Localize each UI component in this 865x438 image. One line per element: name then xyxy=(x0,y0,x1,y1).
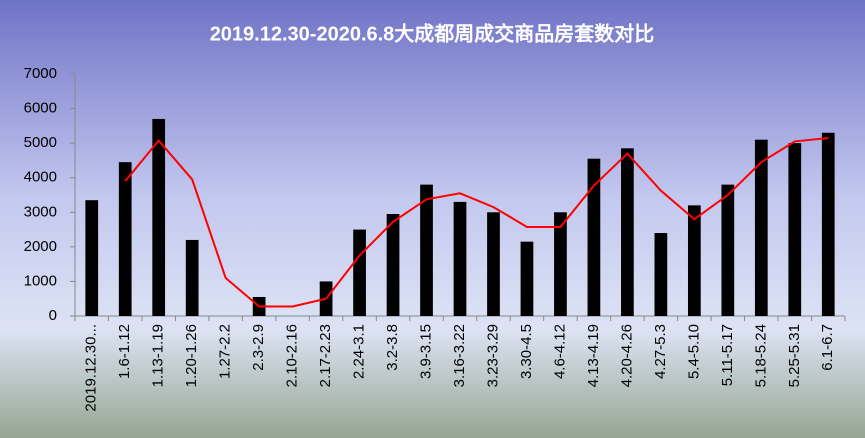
x-tick-label: 1.6-1.12 xyxy=(116,324,133,379)
bar xyxy=(821,132,835,316)
bar xyxy=(654,233,668,316)
x-tick-label: 4.13-4.19 xyxy=(585,324,602,387)
y-tick-label: 3000 xyxy=(24,203,57,220)
bar xyxy=(587,158,601,316)
bar xyxy=(85,200,99,316)
bar xyxy=(453,201,467,316)
y-tick-label: 5000 xyxy=(24,134,57,151)
bar xyxy=(185,239,199,316)
bar xyxy=(788,143,802,316)
bar xyxy=(754,139,768,316)
x-tick-label: 3.9-3.15 xyxy=(417,324,434,379)
y-tick-label: 1000 xyxy=(24,272,57,289)
x-tick-label: 2.10-2.16 xyxy=(284,324,301,387)
x-tick-label: 1.13-1.19 xyxy=(150,324,167,387)
bar xyxy=(687,205,701,316)
x-tick-label: 3.30-4.5 xyxy=(518,324,535,379)
x-tick-label: 3.23-3.29 xyxy=(484,324,501,387)
x-tick-label: 2019.12.30... xyxy=(83,324,100,412)
y-tick-label: 2000 xyxy=(24,238,57,255)
bar xyxy=(152,118,166,316)
bar xyxy=(721,184,735,316)
bar xyxy=(487,212,500,316)
y-tick-label: 7000 xyxy=(24,65,57,82)
x-tick-label: 5.4-5.10 xyxy=(685,324,702,379)
chart-title: 2019.12.30-2020.6.8大成都周成交商品房套数对比 xyxy=(210,21,655,45)
x-tick-label: 2.17-2.23 xyxy=(317,324,334,387)
x-tick-label: 1.20-1.26 xyxy=(183,324,200,387)
x-tick-label: 5.25-5.31 xyxy=(786,324,803,387)
bar xyxy=(420,184,433,316)
x-tick-label: 4.6-4.12 xyxy=(551,324,568,379)
x-tick-label: 3.16-3.22 xyxy=(451,324,468,387)
x-tick-label: 2.24-3.1 xyxy=(351,324,368,379)
x-tick-label: 3.2-3.8 xyxy=(384,324,401,371)
x-tick-label: 4.27-5.3 xyxy=(652,324,669,379)
x-tick-label: 5.18-5.24 xyxy=(752,324,769,387)
y-tick-label: 6000 xyxy=(24,100,57,117)
bar xyxy=(554,212,567,316)
line xyxy=(124,136,829,308)
y-tick-label: 0 xyxy=(49,307,57,324)
x-tick-label: 4.20-4.26 xyxy=(618,324,635,387)
bar xyxy=(621,148,634,316)
x-tick-label: 5.11-5.17 xyxy=(719,324,736,386)
bar xyxy=(353,229,366,316)
bar xyxy=(118,162,132,316)
y-tick-label: 4000 xyxy=(24,169,57,186)
x-tick-label: 1.27-2.2 xyxy=(217,324,234,379)
x-tick-label: 6.1-6.7 xyxy=(819,324,836,371)
x-tick-label: 2.3-2.9 xyxy=(250,324,267,371)
bar xyxy=(520,241,534,316)
bar xyxy=(386,214,400,316)
